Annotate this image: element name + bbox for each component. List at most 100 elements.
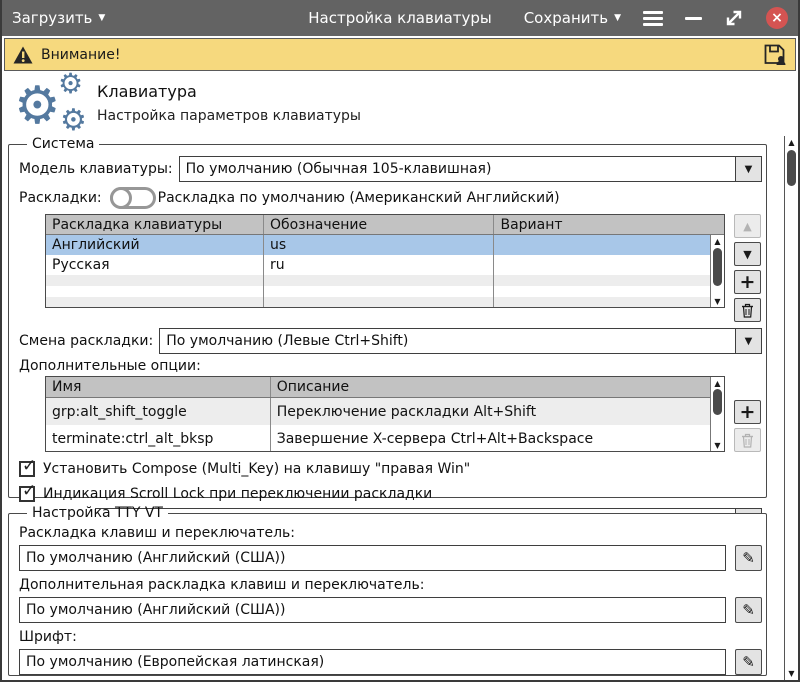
keyboard-settings-icon: ⚙ ⚙ ⚙ — [12, 70, 92, 138]
gear-icon: ⚙ — [60, 103, 87, 138]
add-option-button[interactable]: + — [734, 400, 761, 424]
load-menu-button[interactable]: Загрузить ▼ — [12, 9, 105, 27]
edit-tty-extra-layout-button[interactable]: ✎ — [735, 597, 762, 623]
cell-code: us — [262, 235, 494, 255]
options-table-section: Имя Описание grp:alt_shift_toggle Перекл… — [19, 376, 762, 452]
tty-layout-field[interactable]: По умолчанию (Английский (США)) — [19, 545, 726, 571]
cell-name: grp:alt_shift_toggle — [52, 403, 187, 420]
cell-description: Переключение раскладки Alt+Shift — [269, 398, 724, 425]
trash-icon — [742, 433, 753, 448]
edit-tty-font-button[interactable]: ✎ — [735, 649, 762, 675]
gear-icon: ⚙ — [14, 76, 61, 136]
scrolllock-checkbox-label: Индикация Scroll Lock при переключении р… — [43, 485, 433, 502]
scroll-down-icon[interactable]: ▼ — [714, 296, 721, 306]
cell-layout: Английский — [52, 237, 140, 253]
layouts-table-header: Раскладка клавиатуры Обозначение Вариант — [46, 215, 724, 235]
layouts-toggle-text: Раскладка по умолчанию (Американский Анг… — [157, 190, 560, 206]
tty-font-field[interactable]: По умолчанию (Европейская латинская) — [19, 649, 726, 675]
page-header: ⚙ ⚙ ⚙ Клавиатура Настройка параметров кл… — [2, 70, 782, 138]
pencil-icon: ✎ — [742, 549, 755, 567]
system-group-legend: Система — [32, 136, 95, 152]
delete-option-button[interactable] — [734, 428, 761, 452]
warning-label: Внимание! — [41, 46, 121, 63]
scroll-down-icon[interactable]: ▼ — [714, 440, 721, 450]
layouts-row: Раскладки: Раскладка по умолчанию (Амери… — [19, 186, 762, 210]
column-header: Раскладка клавиатуры — [52, 216, 223, 233]
tty-font-label-row: Шрифт: — [19, 627, 762, 647]
edit-tty-layout-button[interactable]: ✎ — [735, 545, 762, 571]
fullscreen-button[interactable] — [724, 8, 744, 28]
keyboard-model-label: Модель клавиатуры: — [19, 161, 173, 177]
layouts-table: Раскладка клавиатуры Обозначение Вариант… — [45, 214, 725, 308]
layout-switch-select[interactable]: По умолчанию (Левые Ctrl+Shift) ▼ — [159, 328, 762, 354]
tty-extra-layout-field[interactable]: По умолчанию (Английский (США)) — [19, 597, 726, 623]
cell-name: terminate:ctrl_alt_bksp — [52, 430, 214, 447]
save-admin-button[interactable] — [762, 42, 787, 67]
table-row[interactable]: Английский us — [46, 235, 724, 255]
cell-code: ru — [262, 255, 494, 275]
tty-layout-label-row: Раскладка клавиш и переключатель: — [19, 523, 762, 543]
tty-extra-layout-field-row: По умолчанию (Английский (США)) ✎ — [19, 597, 762, 623]
table-row-empty — [46, 275, 724, 286]
layout-switch-value: По умолчанию (Левые Ctrl+Shift) — [166, 333, 409, 349]
dropdown-arrow-icon[interactable]: ▼ — [735, 157, 761, 181]
plus-icon: + — [739, 401, 756, 423]
table-row-empty — [46, 286, 724, 297]
pencil-icon: ✎ — [742, 653, 755, 671]
table-row[interactable]: terminate:ctrl_alt_bksp Завершение X-сер… — [46, 425, 724, 451]
warning-icon — [13, 46, 33, 63]
scroll-up-icon[interactable]: ▲ — [714, 236, 721, 246]
cell-variant — [493, 255, 724, 275]
column-header: Описание — [269, 377, 724, 397]
menu-icon[interactable] — [643, 10, 663, 26]
scroll-up-icon[interactable]: ▲ — [788, 138, 795, 147]
page-subtitle: Настройка параметров клавиатуры — [97, 108, 361, 124]
move-up-button[interactable]: ▲ — [734, 214, 761, 238]
page-title: Клавиатура — [97, 82, 197, 101]
table-scrollbar[interactable]: ▲ ▼ — [710, 377, 724, 451]
options-label-row: Дополнительные опции: — [19, 356, 762, 376]
scrolllock-checkbox[interactable]: ✓ — [19, 481, 36, 502]
tty-layout-value: По умолчанию (Английский (США)) — [26, 550, 286, 566]
page-scrollbar[interactable]: ▲ ▼ — [784, 136, 798, 680]
titlebar: Загрузить ▼ Настройка клавиатуры Сохрани… — [2, 0, 798, 36]
trash-icon — [742, 303, 753, 318]
scrollbar-thumb[interactable] — [713, 248, 722, 286]
system-group: Система Модель клавиатуры: По умолчанию … — [8, 136, 767, 534]
scrollbar-thumb[interactable] — [713, 389, 722, 415]
options-table-buttons: + — [734, 376, 762, 452]
save-menu-label: Сохранить — [523, 9, 609, 27]
minimize-button[interactable] — [685, 16, 702, 20]
scrollbar-thumb[interactable] — [787, 150, 796, 186]
expand-icon — [726, 10, 742, 26]
column-header: Обозначение — [262, 215, 494, 234]
close-button[interactable]: × — [766, 7, 788, 29]
delete-layout-button[interactable] — [734, 298, 761, 322]
keyboard-model-value: По умолчанию (Обычная 105-клавишная) — [185, 161, 492, 177]
tty-layout-label: Раскладка клавиш и переключатель: — [19, 525, 296, 541]
scroll-up-icon[interactable]: ▲ — [714, 378, 721, 388]
table-row[interactable]: Русская ru — [46, 255, 724, 275]
keyboard-model-select[interactable]: По умолчанию (Обычная 105-клавишная) ▼ — [178, 156, 762, 182]
scroll-down-icon[interactable]: ▼ — [788, 669, 795, 678]
column-header: Имя — [52, 379, 82, 395]
save-menu-button[interactable]: Сохранить ▼ — [524, 9, 621, 27]
table-row[interactable]: grp:alt_shift_toggle Переключение раскла… — [46, 398, 724, 425]
column-header: Вариант — [493, 215, 724, 234]
keyboard-model-row: Модель клавиатуры: По умолчанию (Обычная… — [19, 156, 762, 182]
up-arrow-icon: ▲ — [743, 219, 752, 233]
options-label: Дополнительные опции: — [19, 358, 201, 374]
compose-checkbox[interactable]: ✓ — [19, 456, 36, 477]
tty-layout-field-row: По умолчанию (Английский (США)) ✎ — [19, 545, 762, 571]
add-layout-button[interactable]: + — [734, 270, 761, 294]
dropdown-arrow-icon[interactable]: ▼ — [735, 329, 761, 353]
switch-combo-row: Смена раскладки: По умолчанию (Левые Ctr… — [19, 328, 762, 354]
move-down-button[interactable]: ▼ — [734, 242, 761, 266]
tty-extra-layout-value: По умолчанию (Английский (США)) — [26, 602, 286, 618]
layouts-default-toggle[interactable] — [109, 187, 156, 209]
cell-description: Завершение X-сервера Ctrl+Alt+Backspace — [269, 425, 724, 451]
options-table: Имя Описание grp:alt_shift_toggle Перекл… — [45, 376, 725, 452]
tty-font-label: Шрифт: — [19, 629, 77, 645]
check-icon: ✓ — [22, 455, 37, 476]
table-scrollbar[interactable]: ▲ ▼ — [710, 235, 724, 307]
